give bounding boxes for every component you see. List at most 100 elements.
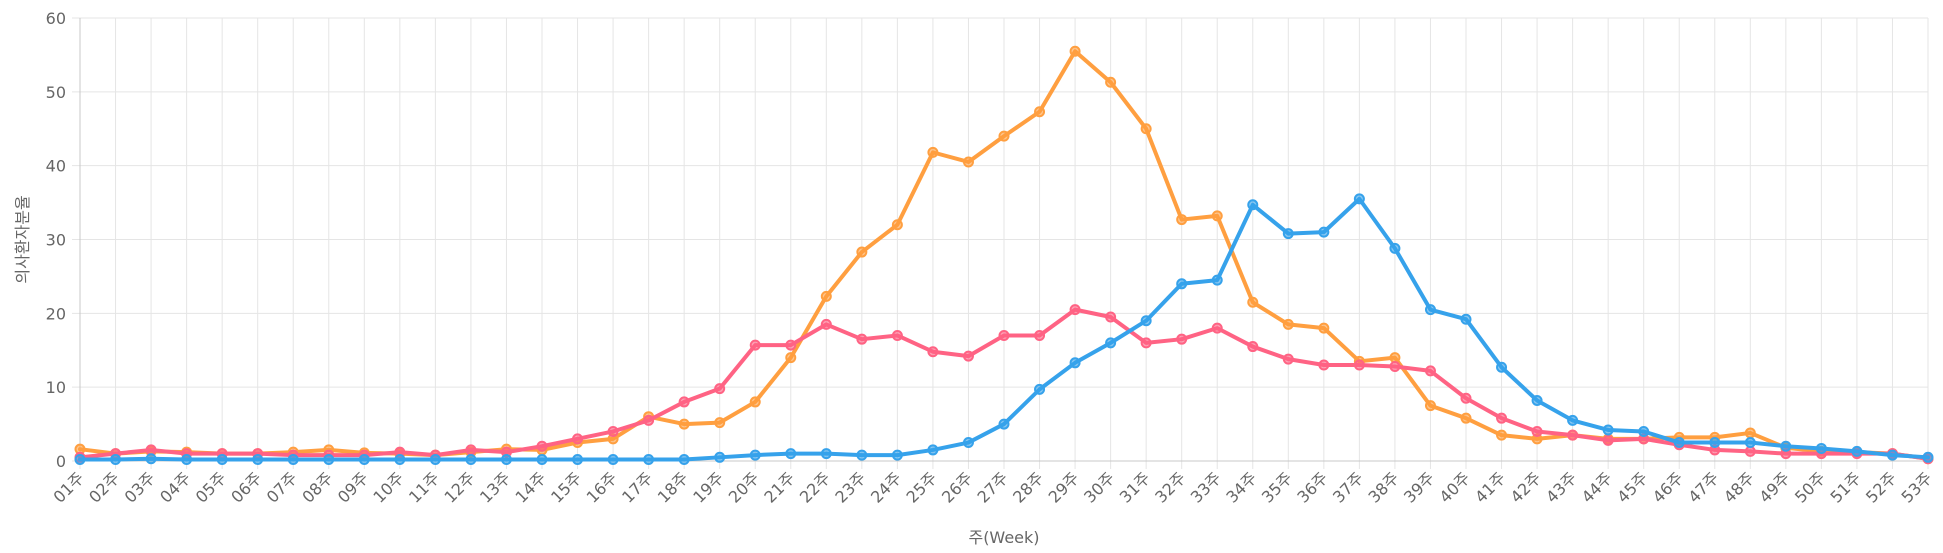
- data-point[interactable]: [1496, 361, 1508, 373]
- data-point[interactable]: [465, 454, 477, 466]
- data-point[interactable]: [1815, 442, 1827, 454]
- data-point[interactable]: [1389, 242, 1401, 254]
- data-point[interactable]: [1318, 322, 1330, 334]
- data-point[interactable]: [785, 352, 797, 364]
- data-point[interactable]: [962, 156, 974, 168]
- data-point[interactable]: [749, 339, 761, 351]
- data-point[interactable]: [785, 339, 797, 351]
- data-point[interactable]: [500, 454, 512, 466]
- data-point[interactable]: [1105, 76, 1117, 88]
- data-point[interactable]: [1460, 313, 1472, 325]
- data-point[interactable]: [1744, 427, 1756, 439]
- data-point[interactable]: [1567, 429, 1579, 441]
- data-point[interactable]: [1318, 359, 1330, 371]
- data-point[interactable]: [1531, 394, 1543, 406]
- data-point[interactable]: [1531, 425, 1543, 437]
- data-point[interactable]: [891, 449, 903, 461]
- data-point[interactable]: [1744, 437, 1756, 449]
- data-point[interactable]: [1780, 440, 1792, 452]
- data-point[interactable]: [1247, 296, 1259, 308]
- data-point[interactable]: [1069, 304, 1081, 316]
- data-point[interactable]: [1176, 214, 1188, 226]
- data-point[interactable]: [1105, 311, 1117, 323]
- data-point[interactable]: [1424, 365, 1436, 377]
- data-point[interactable]: [1282, 318, 1294, 330]
- data-point[interactable]: [252, 454, 264, 466]
- data-point[interactable]: [998, 418, 1010, 430]
- data-point[interactable]: [1353, 359, 1365, 371]
- data-point[interactable]: [1638, 425, 1650, 437]
- data-point[interactable]: [216, 454, 228, 466]
- data-point[interactable]: [181, 454, 193, 466]
- data-point[interactable]: [1140, 337, 1152, 349]
- data-point[interactable]: [1211, 274, 1223, 286]
- data-point[interactable]: [110, 454, 122, 466]
- data-point[interactable]: [145, 453, 157, 465]
- data-point[interactable]: [1069, 45, 1081, 57]
- data-point[interactable]: [643, 454, 655, 466]
- data-point[interactable]: [643, 414, 655, 426]
- data-point[interactable]: [820, 290, 832, 302]
- data-point[interactable]: [1034, 329, 1046, 341]
- data-point[interactable]: [1424, 304, 1436, 316]
- data-point[interactable]: [536, 440, 548, 452]
- data-point[interactable]: [536, 454, 548, 466]
- data-point[interactable]: [856, 449, 868, 461]
- data-point[interactable]: [1886, 449, 1898, 461]
- data-point[interactable]: [1034, 106, 1046, 118]
- data-point[interactable]: [998, 329, 1010, 341]
- data-point[interactable]: [1211, 210, 1223, 222]
- data-point[interactable]: [962, 437, 974, 449]
- data-point[interactable]: [678, 418, 690, 430]
- data-point[interactable]: [1034, 383, 1046, 395]
- data-point[interactable]: [714, 383, 726, 395]
- data-point[interactable]: [1496, 412, 1508, 424]
- data-point[interactable]: [714, 417, 726, 429]
- data-point[interactable]: [1282, 228, 1294, 240]
- data-point[interactable]: [1140, 123, 1152, 135]
- data-point[interactable]: [358, 454, 370, 466]
- data-point[interactable]: [1353, 193, 1365, 205]
- data-point[interactable]: [1460, 392, 1472, 404]
- data-point[interactable]: [1247, 341, 1259, 353]
- data-point[interactable]: [891, 329, 903, 341]
- data-point[interactable]: [1318, 226, 1330, 238]
- data-point[interactable]: [678, 396, 690, 408]
- data-point[interactable]: [1247, 199, 1259, 211]
- data-point[interactable]: [1389, 360, 1401, 372]
- data-point[interactable]: [927, 346, 939, 358]
- data-point[interactable]: [1744, 445, 1756, 457]
- data-point[interactable]: [962, 350, 974, 362]
- data-point[interactable]: [572, 433, 584, 445]
- data-point[interactable]: [607, 454, 619, 466]
- data-point[interactable]: [820, 318, 832, 330]
- data-point[interactable]: [891, 219, 903, 231]
- data-point[interactable]: [1069, 357, 1081, 369]
- data-point[interactable]: [1851, 445, 1863, 457]
- data-point[interactable]: [394, 454, 406, 466]
- data-point[interactable]: [1460, 412, 1472, 424]
- data-point[interactable]: [74, 454, 86, 466]
- data-point[interactable]: [714, 451, 726, 463]
- data-point[interactable]: [572, 454, 584, 466]
- data-point[interactable]: [749, 396, 761, 408]
- data-point[interactable]: [1176, 278, 1188, 290]
- data-point[interactable]: [820, 448, 832, 460]
- data-point[interactable]: [749, 449, 761, 461]
- data-point[interactable]: [1496, 429, 1508, 441]
- data-point[interactable]: [1602, 434, 1614, 446]
- data-point[interactable]: [856, 333, 868, 345]
- data-point[interactable]: [1282, 353, 1294, 365]
- data-point[interactable]: [998, 130, 1010, 142]
- data-point[interactable]: [1567, 414, 1579, 426]
- data-point[interactable]: [1140, 315, 1152, 327]
- data-point[interactable]: [678, 454, 690, 466]
- data-point[interactable]: [429, 454, 441, 466]
- data-point[interactable]: [465, 444, 477, 456]
- data-point[interactable]: [1389, 352, 1401, 364]
- data-point[interactable]: [1709, 437, 1721, 449]
- data-point[interactable]: [1424, 400, 1436, 412]
- data-point[interactable]: [1211, 322, 1223, 334]
- data-point[interactable]: [1673, 437, 1685, 449]
- data-point[interactable]: [1602, 424, 1614, 436]
